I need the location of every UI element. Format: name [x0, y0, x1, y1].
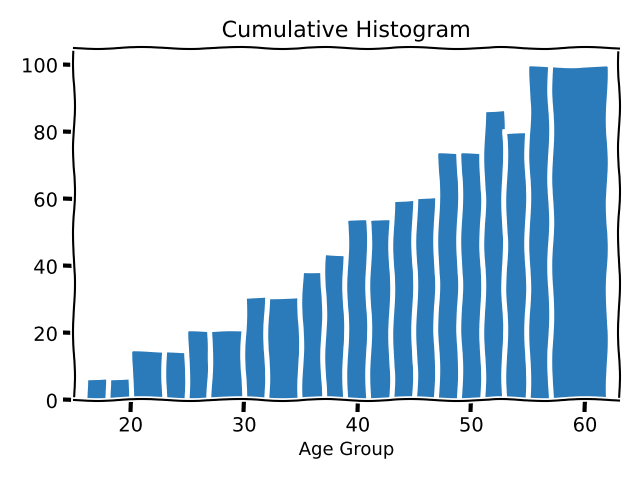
- Bar: [528, 65, 551, 400]
- Bar: [267, 297, 301, 400]
- Bar: [210, 330, 244, 400]
- Title: Cumulative Histogram: Cumulative Histogram: [221, 21, 471, 41]
- Bar: [346, 219, 369, 400]
- Bar: [131, 350, 164, 400]
- Bar: [324, 253, 346, 400]
- Bar: [483, 108, 506, 400]
- Bar: [108, 377, 131, 400]
- Bar: [244, 297, 267, 400]
- Bar: [188, 330, 210, 400]
- Bar: [392, 199, 415, 400]
- Bar: [415, 196, 437, 400]
- Bar: [369, 219, 392, 400]
- Bar: [460, 152, 483, 400]
- X-axis label: Age Group: Age Group: [299, 441, 394, 459]
- Bar: [85, 377, 108, 400]
- Bar: [301, 270, 324, 400]
- Bar: [506, 132, 528, 400]
- Bar: [164, 350, 188, 400]
- Bar: [437, 152, 460, 400]
- Bar: [551, 65, 607, 400]
